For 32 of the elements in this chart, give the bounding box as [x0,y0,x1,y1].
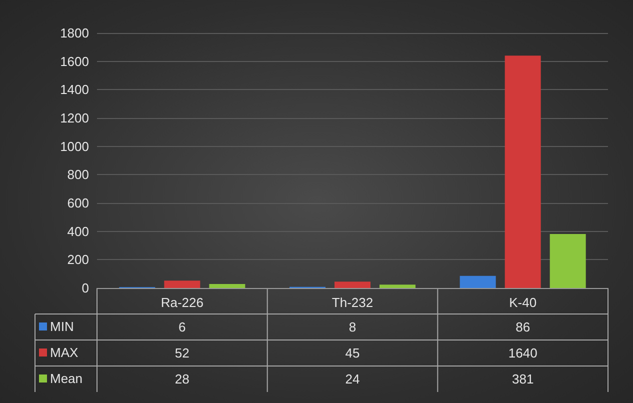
data-label: 52 [174,346,190,360]
x-tick-label: Ra-226 [160,295,204,310]
x-tick-label: K-40 [509,295,537,310]
data-label: 8 [348,320,356,334]
data-label: 86 [516,320,530,334]
data-label: 1640 [508,346,538,360]
legend-label: Mean [50,371,83,386]
legend-label: MIN [50,319,74,334]
data-label: 6 [178,320,186,334]
x-tick-label: Th-232 [332,295,374,310]
bar [460,276,496,288]
y-tick-label: 1000 [60,138,89,154]
data-label: 45 [345,346,360,360]
y-tick-label: 1600 [60,54,89,69]
bar [550,234,586,288]
y-tick-label: 200 [67,252,89,268]
y-tick-label: 600 [67,196,89,210]
bar [209,284,246,288]
bar [504,56,541,288]
bar [164,280,200,288]
data-label: 24 [345,372,360,386]
y-tick-label: 0 [82,280,89,296]
data-label: 381 [512,372,534,386]
bar [334,282,370,288]
data-label: 28 [174,372,190,386]
y-tick-label: 800 [67,167,89,182]
y-tick-label: 1400 [60,82,89,98]
y-tick-label: 1200 [60,110,89,126]
y-tick-label: 400 [67,224,89,239]
y-tick-label: 1800 [60,26,89,40]
legend-label: MAX [50,345,78,360]
bar [380,284,416,288]
